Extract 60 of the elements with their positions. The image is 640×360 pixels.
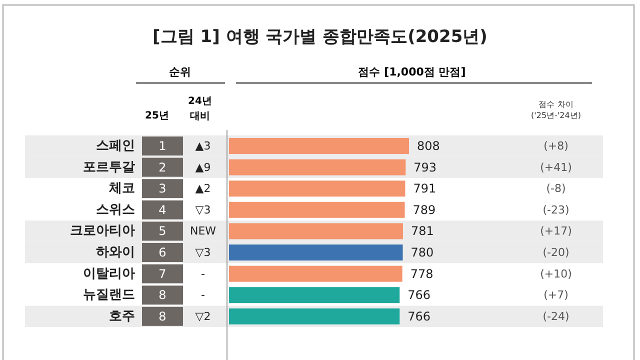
data-label: 766: [408, 309, 431, 324]
text: (+41): [540, 160, 572, 174]
text: (-23): [542, 203, 570, 216]
text: ▲9: [195, 160, 211, 174]
bar: [229, 202, 405, 218]
data-label: 766: [408, 288, 431, 302]
y-tick-label: 호주: [109, 308, 135, 324]
text: 점수 차이 ('25년-'24년): [531, 100, 581, 120]
bar: [229, 244, 403, 260]
text: 8: [158, 309, 166, 324]
y-tick-label: 크로아티아: [70, 224, 135, 239]
text: 순위: [169, 66, 191, 78]
data-label: 793: [414, 160, 437, 174]
text: NEW: [190, 224, 216, 238]
text: 2: [158, 160, 166, 174]
text: (+17): [540, 224, 572, 238]
bar: [229, 138, 409, 154]
data-label: 781: [410, 224, 434, 238]
y-tick-label: 스위스: [96, 202, 135, 218]
bar: [229, 266, 402, 282]
bar: [229, 223, 403, 240]
text: 25년: [145, 110, 169, 122]
text: 4: [158, 202, 166, 217]
text: -: [201, 288, 206, 302]
text: 7: [158, 266, 166, 281]
text: (+10): [540, 267, 572, 280]
y-tick-label: 뉴질랜드: [83, 288, 135, 303]
text: 24년 대비: [188, 96, 212, 122]
bar: [229, 159, 406, 176]
text: 8: [158, 288, 166, 302]
bar: [229, 180, 406, 197]
y-tick-label: 체코: [108, 181, 135, 196]
y-tick-label: 하와이: [96, 245, 135, 260]
text: 점수 [1,000점 만점]: [358, 66, 466, 78]
bar: [229, 287, 400, 304]
y-tick-label: 이탈리아: [83, 266, 135, 282]
text: ▲2: [195, 182, 211, 196]
text: 1: [158, 139, 166, 153]
text: (+8): [544, 140, 568, 152]
text: 5: [158, 224, 166, 238]
text: 6: [158, 246, 166, 260]
bar: [229, 308, 400, 324]
text: (-20): [542, 246, 570, 259]
text: ▽3: [195, 203, 211, 216]
text: ▽2: [195, 310, 211, 323]
text: 3: [158, 182, 166, 196]
y-tick-label: 스페인: [96, 138, 135, 154]
data-label: 808: [417, 139, 440, 153]
chart-title: [그림 1] 여행 국가별 종합만족도(2025년): [152, 27, 488, 47]
data-label: 789: [412, 202, 436, 217]
text: (+7): [544, 288, 568, 302]
data-label: 778: [410, 266, 434, 281]
text: ▲3: [195, 140, 211, 152]
text: (-8): [546, 182, 566, 196]
text: (-24): [542, 310, 570, 323]
text: -: [201, 267, 206, 280]
text: ▽3: [195, 246, 211, 259]
y-tick-label: 포르투갈: [83, 160, 135, 175]
data-label: 780: [410, 246, 434, 260]
data-label: 791: [413, 182, 436, 196]
